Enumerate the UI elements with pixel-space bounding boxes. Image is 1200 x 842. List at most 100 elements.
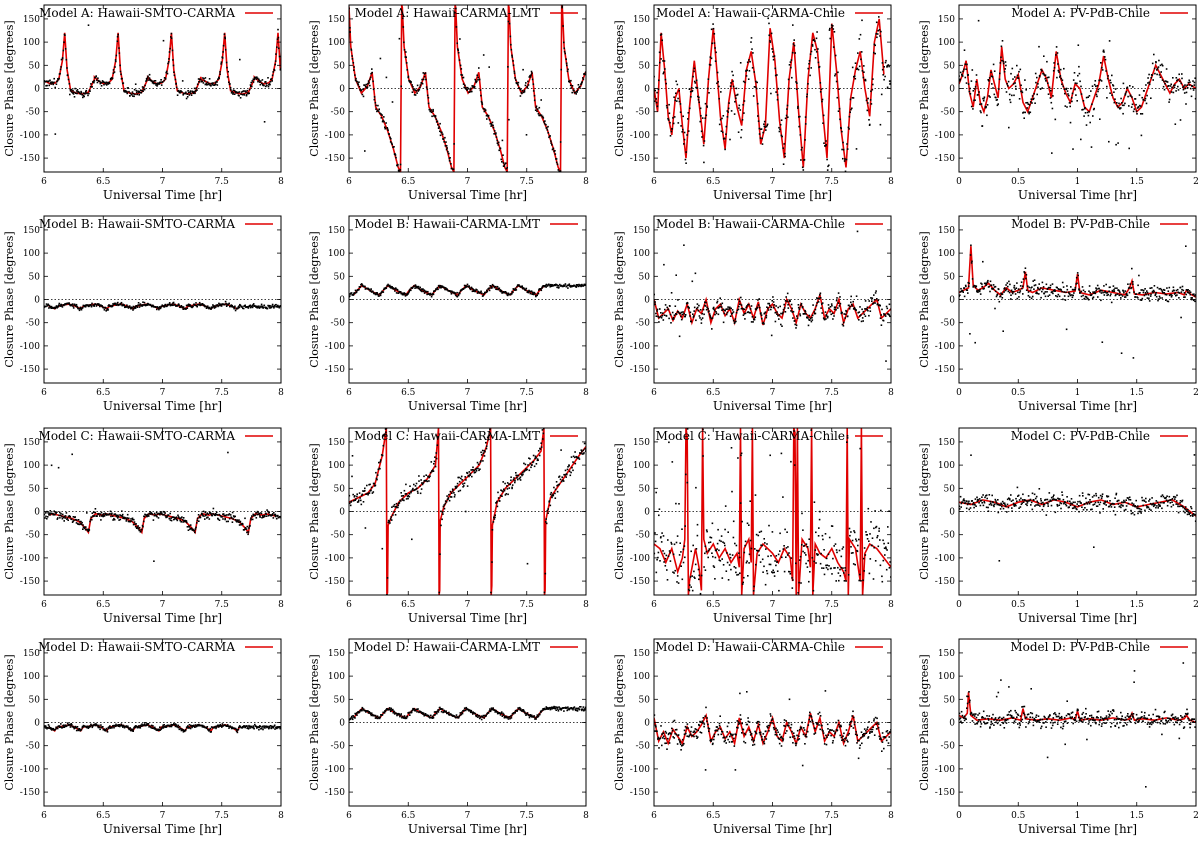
data-point bbox=[690, 96, 692, 98]
data-point bbox=[763, 566, 765, 568]
data-point bbox=[1028, 103, 1030, 105]
data-point bbox=[417, 491, 419, 493]
data-point bbox=[1041, 291, 1043, 293]
data-point bbox=[1134, 108, 1136, 110]
data-point bbox=[149, 77, 151, 79]
data-point bbox=[721, 309, 723, 311]
data-point bbox=[479, 79, 481, 81]
data-point bbox=[817, 554, 819, 556]
data-point bbox=[177, 520, 179, 522]
data-point bbox=[1012, 293, 1014, 295]
data-point bbox=[1028, 111, 1030, 113]
y-tick-label: 150 bbox=[938, 15, 955, 25]
data-point bbox=[993, 64, 995, 66]
data-point bbox=[1176, 77, 1178, 79]
data-point bbox=[121, 302, 123, 304]
data-point bbox=[1058, 70, 1060, 72]
data-point bbox=[793, 39, 795, 41]
data-point bbox=[1149, 82, 1151, 84]
series-model-line bbox=[959, 47, 1196, 112]
data-point bbox=[974, 88, 976, 90]
data-point bbox=[860, 34, 862, 36]
data-point bbox=[820, 553, 822, 555]
data-point bbox=[355, 78, 357, 80]
data-point bbox=[856, 540, 858, 542]
data-point bbox=[351, 49, 353, 51]
data-point bbox=[968, 283, 970, 285]
data-point bbox=[1181, 73, 1183, 75]
y-tick-label: -50 bbox=[26, 108, 41, 118]
data-point bbox=[171, 520, 173, 522]
data-point bbox=[739, 301, 741, 303]
data-point bbox=[107, 309, 109, 311]
data-point bbox=[992, 87, 994, 89]
data-point bbox=[666, 107, 668, 109]
data-point bbox=[998, 88, 1000, 90]
data-point bbox=[693, 310, 695, 312]
data-point bbox=[801, 544, 803, 546]
data-point bbox=[806, 94, 808, 96]
data-point bbox=[972, 278, 974, 280]
data-point bbox=[1115, 294, 1117, 296]
data-point bbox=[576, 91, 578, 93]
data-point bbox=[1147, 292, 1149, 294]
data-point bbox=[553, 487, 555, 489]
data-point bbox=[885, 62, 887, 64]
y-tick-label: 100 bbox=[23, 38, 40, 48]
data-point bbox=[675, 305, 677, 307]
data-point bbox=[1166, 294, 1168, 296]
data-point bbox=[226, 67, 228, 69]
data-point bbox=[843, 149, 845, 151]
x-tick-label: 7.5 bbox=[215, 177, 230, 187]
data-point bbox=[171, 38, 173, 40]
y-tick-label: -100 bbox=[325, 342, 345, 352]
data-point bbox=[513, 65, 515, 67]
data-point bbox=[664, 309, 666, 311]
data-point bbox=[962, 291, 964, 293]
data-point bbox=[1143, 290, 1145, 292]
data-point bbox=[852, 552, 854, 554]
data-point bbox=[260, 80, 262, 82]
data-point bbox=[383, 116, 385, 118]
data-point bbox=[1000, 57, 1002, 59]
data-point bbox=[800, 556, 802, 558]
data-point bbox=[1116, 287, 1118, 289]
x-axis-title: Universal Time [hr] bbox=[103, 399, 222, 413]
data-point bbox=[1111, 302, 1113, 304]
data-point bbox=[742, 583, 744, 585]
data-point bbox=[974, 285, 976, 287]
data-point bbox=[701, 575, 703, 577]
data-point bbox=[133, 524, 135, 526]
data-point bbox=[1129, 292, 1131, 294]
data-point bbox=[523, 463, 525, 465]
data-point bbox=[506, 485, 508, 487]
data-point bbox=[673, 318, 675, 320]
data-point bbox=[730, 82, 732, 84]
data-point bbox=[1015, 88, 1017, 90]
data-point bbox=[859, 448, 861, 450]
data-point bbox=[1064, 93, 1066, 95]
data-point bbox=[1081, 291, 1083, 293]
data-point bbox=[819, 294, 821, 296]
data-point bbox=[854, 75, 856, 77]
data-point bbox=[427, 89, 429, 91]
data-point bbox=[383, 121, 385, 123]
x-tick-label: 7.5 bbox=[520, 177, 535, 187]
data-point bbox=[726, 570, 728, 572]
data-point bbox=[1150, 295, 1152, 297]
data-point bbox=[419, 89, 421, 91]
data-point bbox=[855, 310, 857, 312]
data-point bbox=[1079, 81, 1081, 83]
data-point bbox=[880, 124, 882, 126]
data-point bbox=[375, 294, 377, 296]
data-point bbox=[1132, 281, 1134, 283]
data-point bbox=[428, 97, 430, 99]
data-point bbox=[71, 519, 73, 521]
data-point bbox=[120, 74, 122, 76]
data-point bbox=[960, 288, 962, 290]
data-point bbox=[1128, 105, 1130, 107]
data-point bbox=[808, 581, 810, 583]
data-point bbox=[1016, 282, 1018, 284]
data-point bbox=[833, 28, 835, 30]
data-point bbox=[968, 83, 970, 85]
